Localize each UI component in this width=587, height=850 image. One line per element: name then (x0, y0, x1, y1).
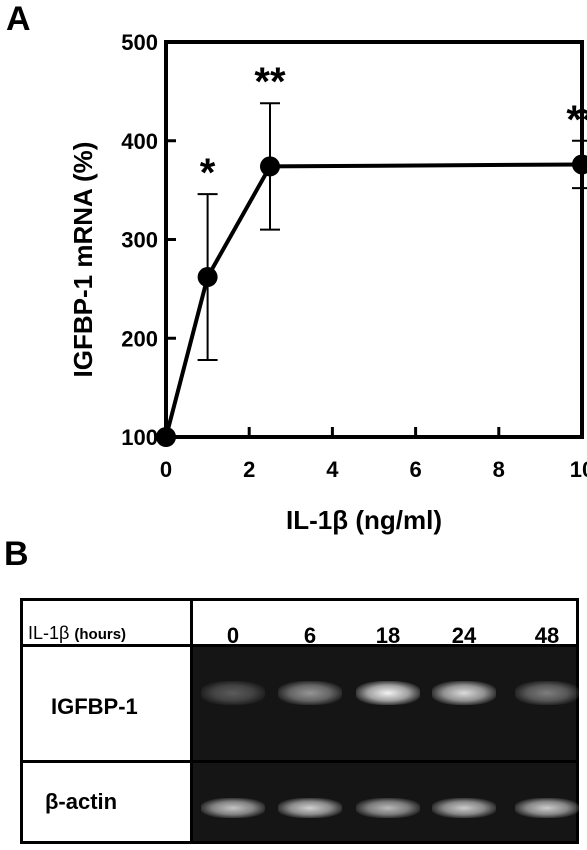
lane-header: 6 (303, 623, 317, 648)
gel-row-separator (23, 644, 576, 647)
data-point (197, 267, 218, 288)
panel-letter-b: B (4, 535, 29, 573)
x-tick-label: 0 (160, 457, 172, 482)
gel-row-separator (23, 760, 576, 763)
x-tick-label: 10 (570, 457, 587, 482)
line-chart: 0 2 4 6 8 10 100 200 300 400 500 IL-1β (ng/ml) IGFBP… (68, 30, 587, 535)
y-tick-label: 500 (121, 30, 158, 55)
x-tick-label: 2 (243, 457, 255, 482)
gel-band (515, 681, 579, 705)
data-point (260, 156, 280, 177)
gel-band (278, 681, 342, 705)
gel-band (201, 681, 265, 705)
y-tick-label: 200 (121, 326, 158, 351)
plot-area: 0 2 4 6 8 10 100 200 300 400 500 IL-1β (ng/ml) IGFBP… (68, 30, 587, 535)
x-tick-label: 6 (409, 457, 421, 482)
lane-header: 0 (226, 623, 240, 648)
y-tick-label: 300 (121, 228, 158, 253)
significance-marker: * (200, 151, 216, 195)
lane-header: 18 (375, 623, 401, 648)
data-point (156, 427, 176, 447)
significance-marker: ** (566, 98, 587, 142)
gel-figure: IL-1β (hours) 0 6 18 24 48 IGFBP-1 β-actin (20, 598, 579, 844)
gel-band (432, 798, 496, 818)
lane-header: 48 (534, 623, 560, 648)
gel-label-column (23, 601, 193, 841)
gel-band (356, 798, 420, 818)
series-line (164, 162, 583, 438)
lane-header: 24 (451, 623, 477, 648)
x-tick-label: 8 (493, 457, 505, 482)
y-axis-label: IGFBP-1 mRNA (%) (68, 142, 98, 378)
y-tick-label: 100 (121, 425, 158, 450)
x-axis-label: IL-1β (ng/ml) (286, 505, 442, 535)
gel-strip-igfbp1 (193, 647, 579, 760)
treatment-label: IL-1β (hours) (28, 623, 198, 644)
treatment-unit: (hours) (74, 626, 127, 643)
significance-marker: ** (254, 60, 286, 104)
data-point (572, 154, 587, 175)
gel-band (278, 798, 342, 818)
panel-letter-a: A (6, 0, 31, 38)
treatment-name: IL-1β (28, 623, 70, 643)
gel-band (201, 798, 265, 818)
gene-label-actin: β-actin (45, 789, 118, 814)
y-tick-label: 400 (121, 129, 158, 154)
gel-band (356, 681, 420, 705)
x-tick-label: 4 (326, 457, 339, 482)
gel-band (432, 681, 496, 705)
gel-band (515, 798, 579, 818)
gene-label-igfbp1: IGFBP-1 (51, 694, 138, 719)
gel-strip-actin (193, 763, 579, 841)
